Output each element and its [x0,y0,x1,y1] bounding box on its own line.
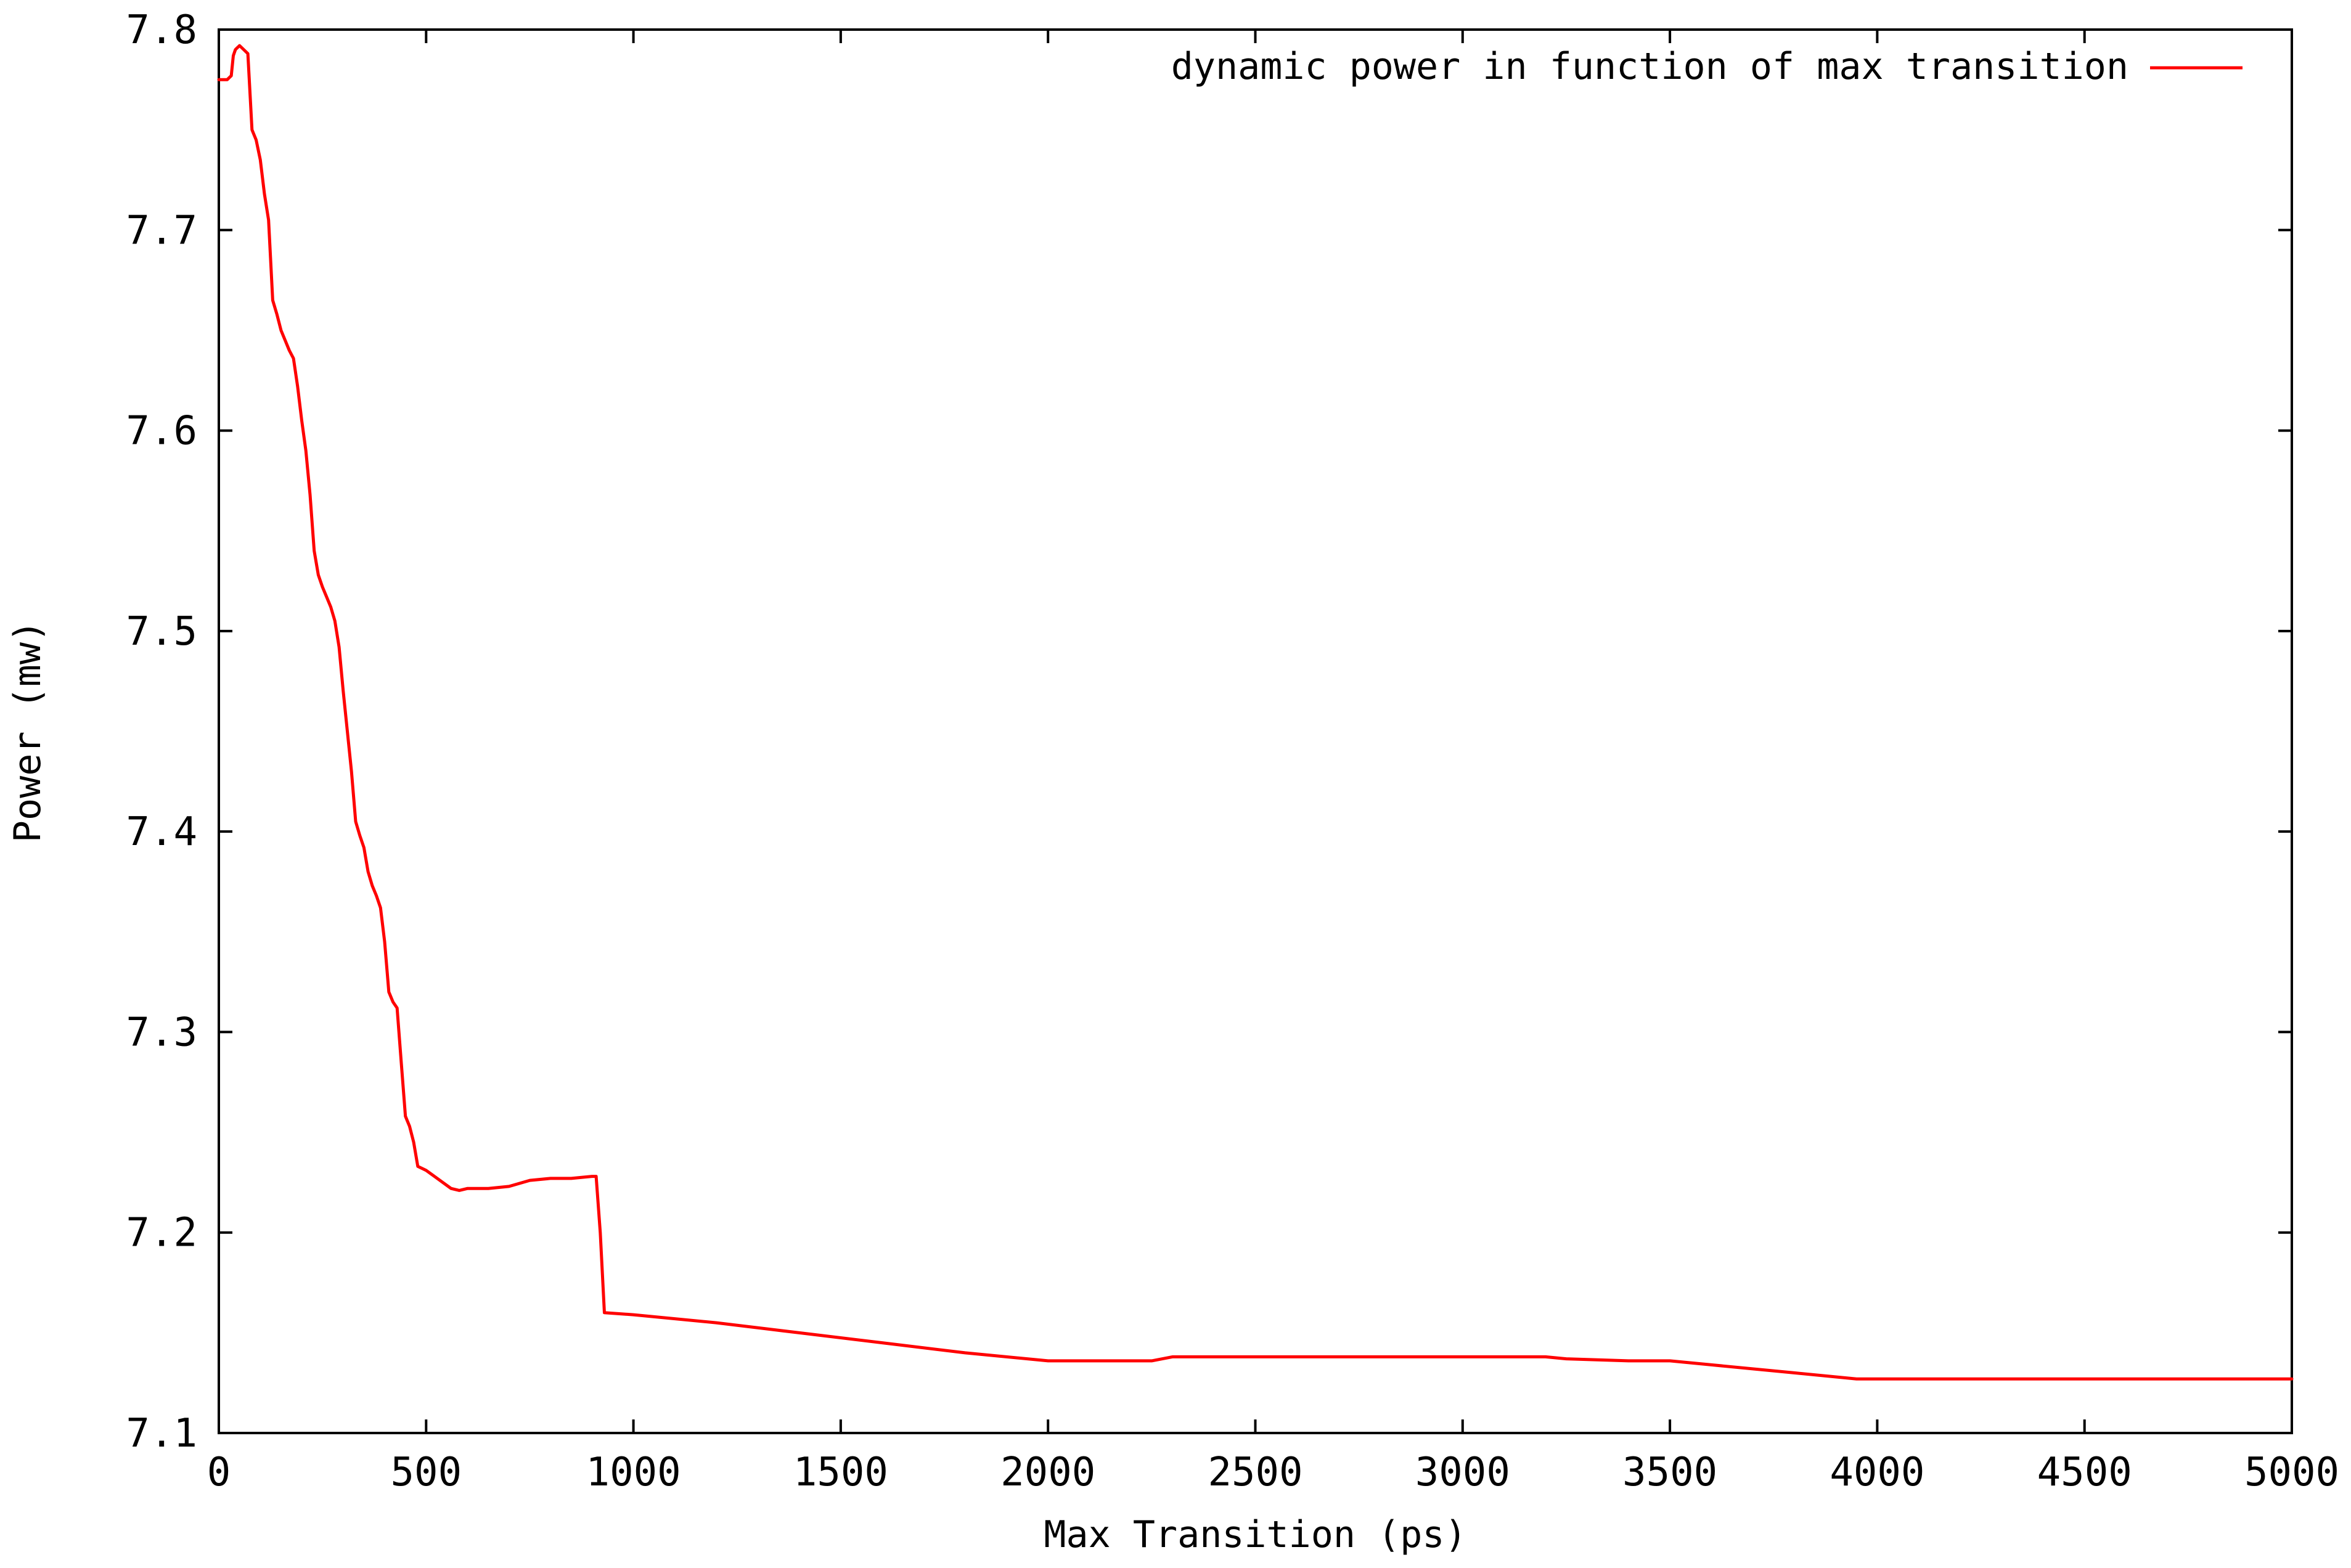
y-tick-label: 7.7 [126,208,197,253]
x-tick-label: 500 [391,1450,462,1495]
y-tick-label: 7.8 [126,7,197,53]
legend: dynamic power in function of max transit… [1171,45,2243,88]
plot-frame-group [218,28,2293,1434]
series-group [217,44,2294,1381]
x-tick-label: 1500 [793,1450,888,1495]
x-tick-label: 2500 [1208,1450,1302,1495]
plot-frame [218,28,2293,1434]
ticks-group [218,28,2293,1434]
y-tick-label: 7.1 [126,1411,197,1456]
y-tick-label: 7.2 [126,1211,197,1256]
x-tick-label: 0 [207,1450,231,1495]
series-line [217,44,2294,1381]
tick-labels-group: 0 500 1000 1500 2000 2500 3000 3500 4000 4500 5000… [126,7,2339,1495]
x-axis-title: Max Transition (ps) [1044,1513,1466,1556]
x-tick-label: 3500 [1622,1450,1717,1495]
legend-entry-label: dynamic power in function of max transit… [1171,45,2128,88]
x-tick-label: 5000 [2244,1450,2339,1495]
y-axis-title: Power (mw) [6,620,49,843]
y-tick-label: 7.4 [126,809,197,855]
x-tick-label: 4000 [1830,1450,1924,1495]
x-tick-label: 4500 [2037,1450,2132,1495]
y-tick-label: 7.6 [126,409,197,454]
y-tick-label: 7.5 [126,609,197,655]
x-tick-label: 2000 [1000,1450,1095,1495]
x-tick-label: 1000 [586,1450,681,1495]
x-tick-label: 3000 [1415,1450,1510,1495]
y-tick-label: 7.3 [126,1010,197,1055]
